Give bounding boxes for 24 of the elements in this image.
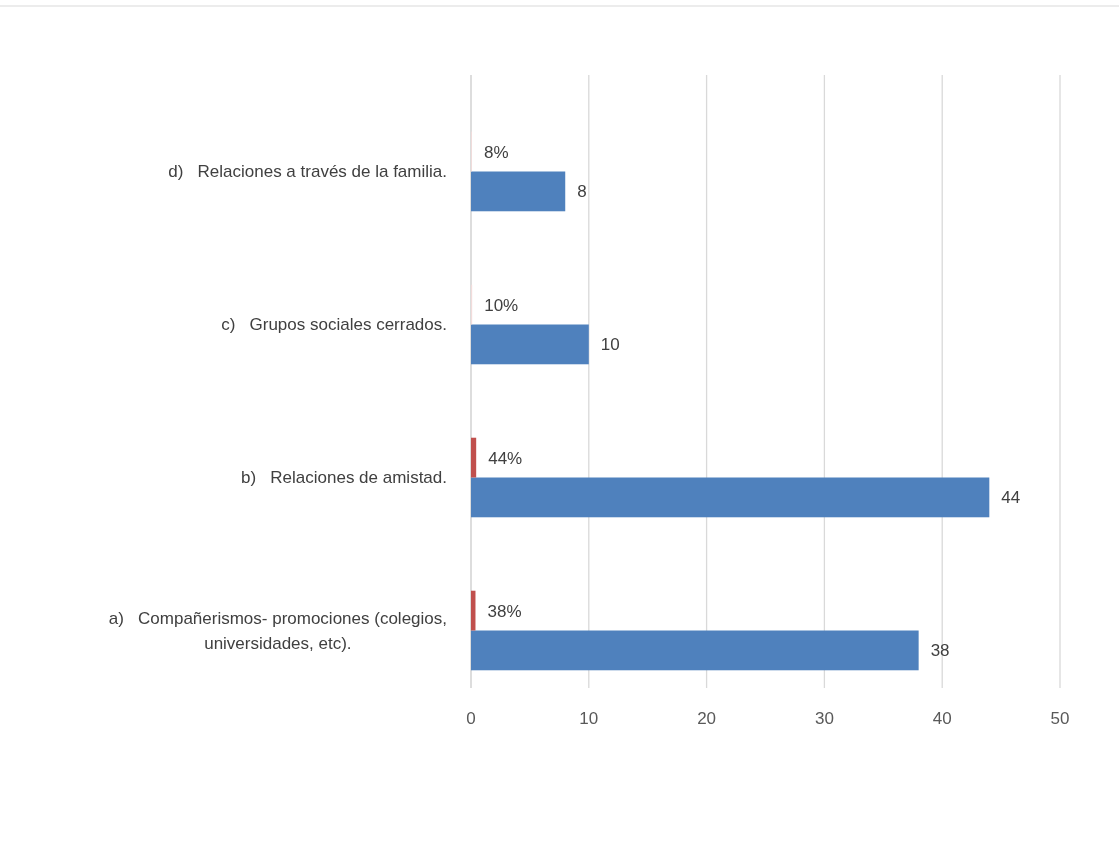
data-label: 8: [577, 182, 587, 202]
x-tick-label: 40: [932, 709, 952, 728]
bar: [471, 171, 566, 212]
bar: [471, 477, 990, 518]
x-tick-label: 30: [814, 709, 834, 728]
y-tick-label: a) Compañerismos- promociones (colegios, universidades, etc).: [108, 608, 447, 653]
data-label: 44: [1001, 488, 1021, 508]
x-tick-label: 50: [1050, 709, 1070, 728]
data-label: 38%: [487, 601, 522, 621]
data-label: 10%: [484, 295, 519, 315]
bar: [471, 437, 477, 478]
x-tick-label: 20: [697, 709, 717, 728]
bar: [471, 324, 589, 365]
y-tick-label: d) Relaciones a través de la familia.: [168, 162, 447, 182]
data-label: 8%: [483, 142, 509, 162]
y-tick-label: b) Relaciones de amistad.: [241, 468, 447, 488]
data-label: 38: [930, 641, 950, 661]
x-tick-label: 10: [579, 709, 599, 728]
bar: [471, 630, 919, 671]
y-tick-label: c) Grupos sociales cerrados.: [221, 315, 447, 335]
bar: [471, 590, 476, 631]
data-label: 10: [600, 335, 620, 355]
x-tick-label: 0: [466, 709, 476, 728]
data-label: 44%: [488, 448, 523, 468]
